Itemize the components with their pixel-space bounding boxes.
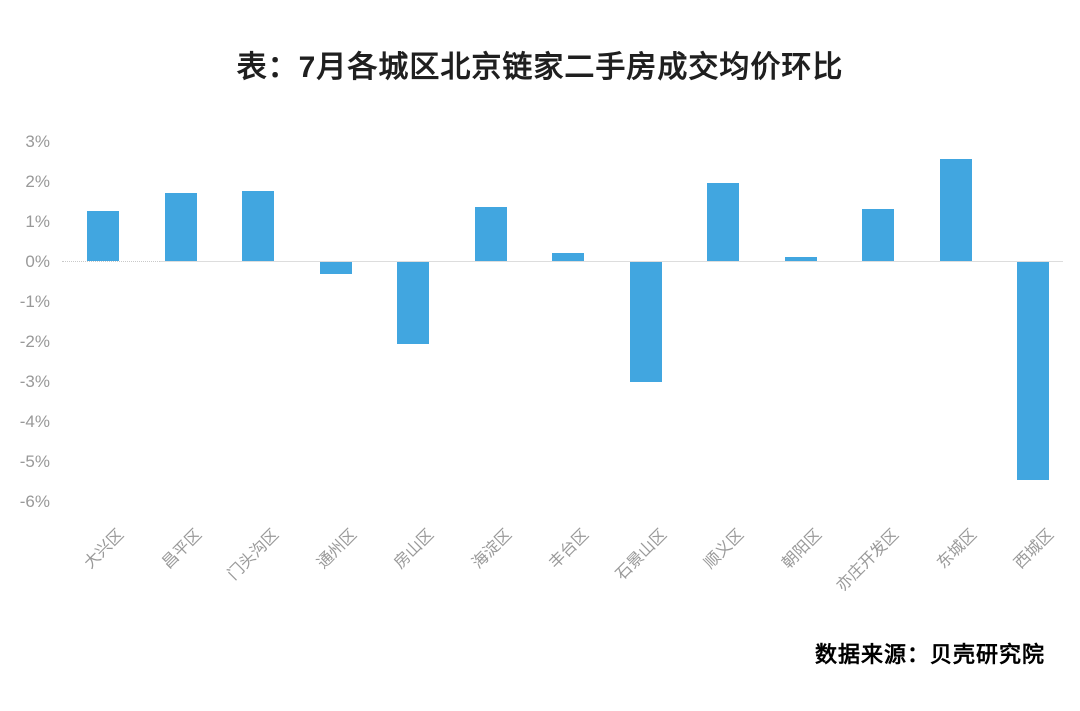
zero-axis-dotted-segment: [62, 261, 160, 262]
bar-2: [242, 191, 274, 261]
y-axis-tick-label: 3%: [25, 132, 50, 151]
bar-1: [165, 193, 197, 261]
bar-6: [552, 253, 584, 261]
bar-3: [320, 262, 352, 274]
zero-axis-line: [160, 261, 1063, 262]
bar-8: [707, 183, 739, 261]
y-axis-tick-label: -5%: [19, 452, 50, 471]
y-axis-tick-label: -4%: [19, 412, 50, 431]
y-axis-tick-label: -3%: [19, 372, 50, 391]
y-axis-tick-label: -2%: [19, 332, 50, 351]
bar-7: [630, 262, 662, 382]
chart-title: 表：7月各城区北京链家二手房成交均价环比: [236, 51, 844, 84]
bar-12: [1017, 262, 1049, 480]
bar-10: [862, 209, 894, 261]
y-axis-tick-label: 1%: [25, 212, 50, 231]
bar-4: [397, 262, 429, 344]
y-axis-tick-label: 2%: [25, 172, 50, 191]
bar-11: [940, 159, 972, 261]
y-axis-tick-label: -1%: [19, 292, 50, 311]
bar-5: [475, 207, 507, 261]
bar-9: [785, 257, 817, 261]
bar-0: [87, 211, 119, 261]
data-source: 数据来源：贝壳研究院: [814, 642, 1045, 667]
y-axis-tick-label: 0%: [25, 252, 50, 271]
y-axis-tick-label: -6%: [19, 492, 50, 511]
